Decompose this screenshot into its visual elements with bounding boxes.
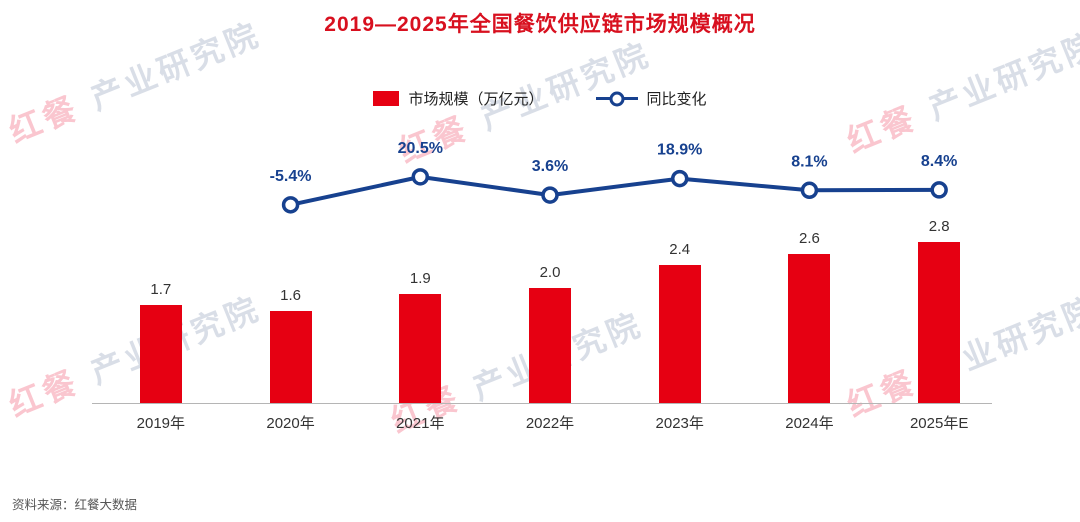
legend-item-line: 同比变化: [595, 88, 707, 109]
axis-category-label: 2022年: [525, 415, 575, 432]
page-title: 2019—2025年全国餐饮供应链市场规模概况: [324, 13, 756, 36]
axis-category-label: 2019年: [136, 415, 186, 432]
bar: [399, 293, 442, 403]
bar-value-label: 2.4: [669, 241, 691, 258]
line-value-label: 8.4%: [921, 153, 957, 170]
bar-value-label: 2.8: [928, 218, 950, 235]
line-marker: [800, 181, 819, 200]
bar: [269, 311, 312, 403]
line-swatch-icon: [595, 91, 638, 107]
axis-category-label: 2025年E: [909, 415, 969, 432]
line-marker: [541, 186, 559, 204]
bar-value-label: 1.7: [150, 281, 172, 299]
axis-category-label: 2024年: [785, 415, 834, 432]
bar: [918, 242, 961, 403]
axis-category-label: 2021年: [396, 415, 445, 432]
line-value-label: -5.4%: [270, 168, 312, 185]
bar: [529, 288, 571, 403]
bar: [658, 265, 701, 403]
bar-swatch-icon: [373, 91, 400, 106]
line-value-label: 18.9%: [657, 142, 702, 159]
line-value-label: 20.5%: [398, 140, 443, 157]
line-marker: [281, 196, 300, 214]
line-value-label: 8.1%: [791, 153, 827, 170]
axis-category-label: 2020年: [266, 415, 315, 432]
axis-category-label: 2023年: [655, 415, 704, 432]
bar-value-label: 2.6: [798, 229, 820, 247]
line-value-label: 3.6%: [532, 158, 568, 175]
bar-value-label: 2.0: [539, 264, 561, 281]
legend-line-label: 同比变化: [646, 91, 707, 108]
bar-value-label: 1.6: [280, 287, 301, 304]
legend-bar-label: 市场规模（万亿元）: [408, 91, 544, 108]
source-note: 资料来源：红餐大数据: [12, 498, 138, 512]
bar: [139, 305, 182, 403]
line-marker: [930, 181, 948, 199]
line-marker: [670, 169, 689, 188]
line-swatch-dot: [609, 91, 624, 106]
legend-item-bar: 市场规模（万亿元）: [373, 88, 544, 109]
x-axis-line: [92, 403, 992, 404]
bar-value-label: 1.9: [409, 269, 431, 287]
bar: [788, 253, 831, 403]
line-marker: [411, 168, 430, 186]
chart-legend: 市场规模（万亿元） 同比变化: [0, 88, 1080, 109]
trend-line: [288, 174, 942, 207]
